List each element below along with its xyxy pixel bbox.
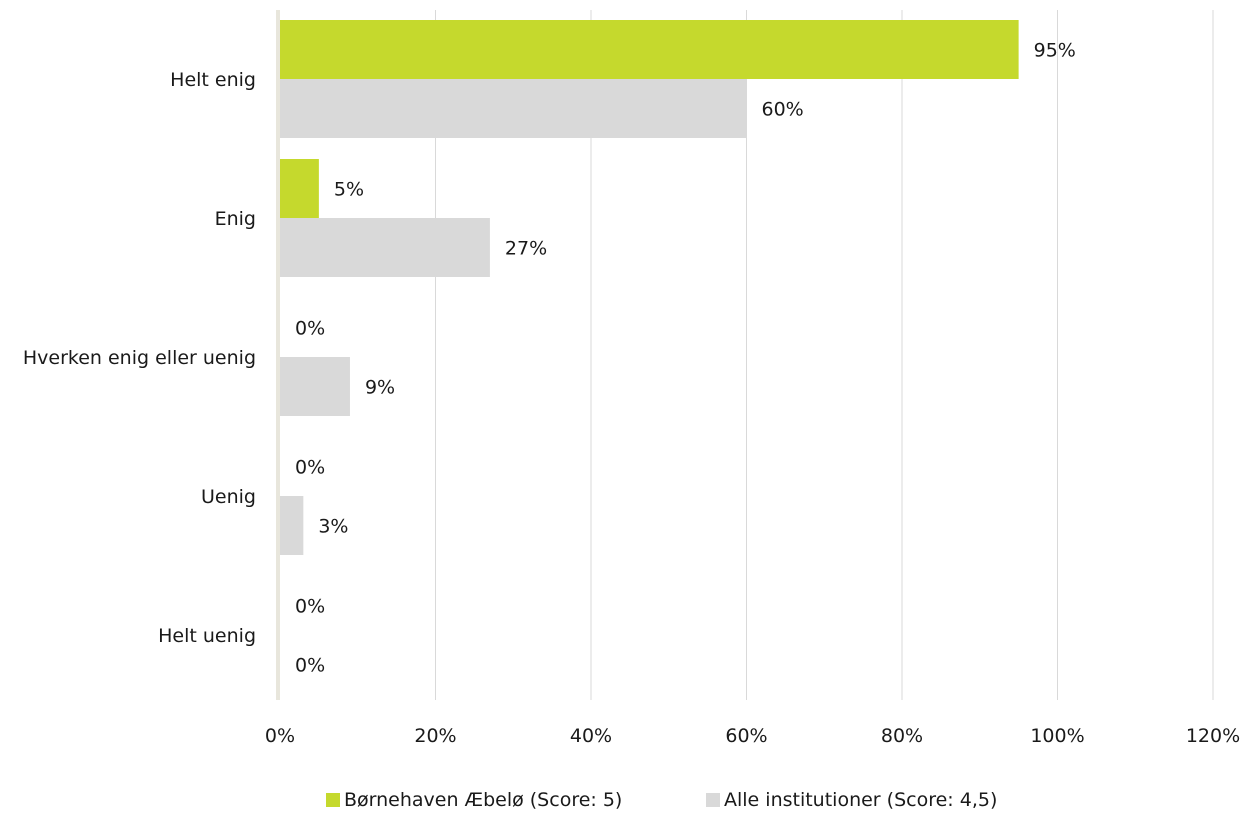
x-tick-label-60: 60% — [725, 725, 767, 747]
data-label-series-1-2: 5% — [334, 179, 364, 201]
category-label-3: Hverken enig eller uenig — [23, 347, 256, 369]
bar-chart: 95% 60% Helt enig 5% 27% Enig 0% 9% Hverken enig… — [23, 10, 1240, 747]
legend-swatch-series-1 — [326, 793, 340, 807]
category-label-1: Helt enig — [170, 69, 256, 91]
bar-series-1-1 — [280, 20, 1019, 79]
data-label-series-1-5: 0% — [295, 596, 325, 618]
legend-label-series-1: Børnehaven Æbelø (Score: 5) — [344, 789, 623, 811]
data-label-series-1-1: 95% — [1034, 40, 1076, 62]
data-label-series-1-4: 0% — [295, 457, 325, 479]
data-label-series-2-3: 9% — [365, 377, 395, 399]
bar-series-2-2 — [280, 218, 490, 277]
legend-item-series-1: Børnehaven Æbelø (Score: 5) — [326, 789, 622, 811]
data-label-series-1-3: 0% — [295, 318, 325, 340]
x-tick-label-40: 40% — [570, 725, 612, 747]
data-label-series-2-4: 3% — [318, 516, 348, 538]
legend: Børnehaven Æbelø (Score: 5) Alle institu… — [0, 789, 1244, 815]
x-tick-label-20: 20% — [414, 725, 456, 747]
x-tick-label-0: 0% — [265, 725, 295, 747]
bar-series-2-3 — [280, 357, 350, 416]
data-label-series-2-5: 0% — [295, 655, 325, 677]
bar-series-2-1 — [280, 79, 747, 138]
x-tick-label-100: 100% — [1030, 725, 1084, 747]
category-label-5: Helt uenig — [158, 625, 256, 647]
x-tick-label-120: 120% — [1186, 725, 1240, 747]
category-label-4: Uenig — [201, 486, 256, 508]
x-tick-label-80: 80% — [881, 725, 923, 747]
category-label-2: Enig — [215, 208, 256, 230]
legend-label-series-2: Alle institutioner (Score: 4,5) — [724, 789, 998, 811]
data-label-series-2-1: 60% — [762, 99, 804, 121]
legend-item-series-2: Alle institutioner (Score: 4,5) — [706, 789, 997, 811]
bar-series-2-4 — [280, 496, 304, 555]
data-label-series-2-2: 27% — [505, 238, 547, 260]
bar-series-1-2 — [280, 159, 319, 218]
legend-swatch-series-2 — [706, 793, 720, 807]
